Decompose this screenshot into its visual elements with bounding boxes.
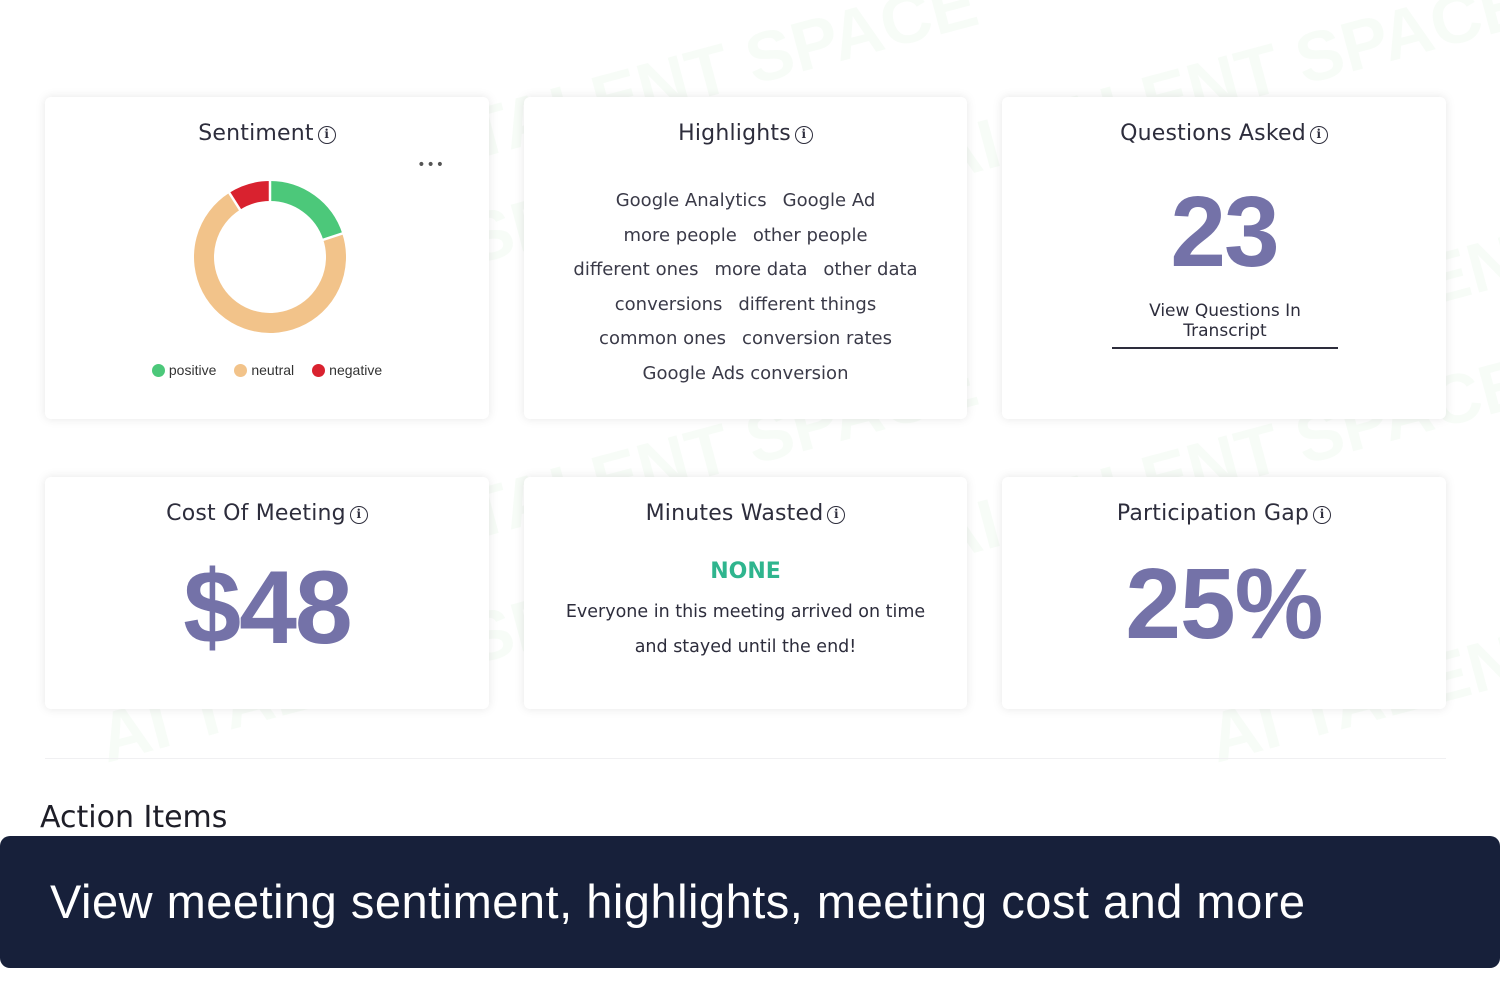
- legend-label: neutral: [251, 362, 295, 378]
- sentiment-title-row: Sentiment i: [45, 121, 489, 146]
- legend-item-neutral[interactable]: neutral: [234, 362, 294, 378]
- participation-title-row: Participation Gap i: [1002, 501, 1446, 526]
- highlight-phrase[interactable]: common ones: [599, 328, 727, 349]
- highlight-phrase[interactable]: Google Ads conversion: [642, 362, 849, 384]
- highlight-phrase[interactable]: more data: [714, 259, 808, 280]
- legend-label: positive: [168, 362, 217, 378]
- donut-slice-neutral[interactable]: [194, 192, 346, 333]
- highlight-phrase[interactable]: conversion rates: [742, 328, 892, 349]
- highlight-row: Google Analytics Google Ad: [524, 184, 967, 219]
- more-horizontal-icon[interactable]: •••: [417, 157, 445, 173]
- banner-text: View meeting sentiment, highlights, meet…: [50, 875, 1306, 928]
- participation-value: 25%: [1125, 548, 1323, 660]
- sentiment-card: Sentiment i ••• positive neutral negative: [45, 97, 489, 419]
- highlight-row: more people other people: [524, 219, 967, 254]
- section-divider: [45, 758, 1446, 759]
- highlight-phrase[interactable]: other people: [752, 224, 868, 246]
- sentiment-donut-chart: [194, 180, 346, 333]
- neutral-dot: [234, 363, 248, 377]
- highlights-title-row: Highlights i: [524, 121, 967, 146]
- highlight-row: common ones conversion rates: [524, 322, 967, 357]
- caption-banner: View meeting sentiment, highlights, meet…: [0, 836, 1500, 968]
- highlight-phrase[interactable]: other data: [823, 259, 918, 280]
- card-title: Questions Asked: [1120, 121, 1306, 146]
- legend-label: negative: [329, 362, 383, 378]
- cost-title-row: Cost Of Meeting i: [45, 501, 489, 526]
- info-icon[interactable]: i: [794, 126, 813, 144]
- info-icon[interactable]: i: [1313, 506, 1332, 524]
- info-icon[interactable]: i: [1309, 126, 1328, 144]
- highlight-row: different ones more data other data: [524, 253, 967, 288]
- info-icon[interactable]: i: [827, 506, 846, 524]
- cost-value: $48: [183, 550, 353, 666]
- donut-slice-positive[interactable]: [269, 181, 343, 241]
- highlight-row: Google Ads conversion: [524, 357, 967, 392]
- card-title: Minutes Wasted: [645, 501, 824, 526]
- questions-count: 23: [1170, 176, 1279, 288]
- card-title: Cost Of Meeting: [166, 501, 346, 526]
- minutes-status: NONE: [710, 559, 781, 584]
- highlight-phrase[interactable]: Google Analytics: [615, 190, 767, 211]
- minutes-title-row: Minutes Wasted i: [524, 501, 967, 526]
- highlight-phrase[interactable]: different ones: [573, 259, 699, 280]
- donut-separator: [227, 191, 242, 212]
- donut-separator: [321, 232, 344, 242]
- participation-card: Participation Gap i 25%: [1002, 477, 1446, 709]
- view-questions-link[interactable]: View Questions In Transcript: [1112, 301, 1338, 349]
- info-icon[interactable]: i: [317, 126, 336, 144]
- questions-card: Questions Asked i 23 View Questions In Tr…: [1002, 97, 1446, 419]
- highlight-phrase[interactable]: conversions: [614, 293, 723, 315]
- card-title: Highlights: [678, 121, 791, 146]
- card-title: Sentiment: [198, 121, 314, 146]
- legend-item-positive[interactable]: positive: [151, 362, 217, 378]
- negative-dot: [312, 363, 326, 377]
- cost-card: Cost Of Meeting i $48: [45, 477, 489, 709]
- info-icon[interactable]: i: [349, 506, 368, 524]
- card-title: Participation Gap: [1116, 501, 1310, 526]
- donut-slice-negative[interactable]: [229, 181, 271, 210]
- highlight-phrase[interactable]: more people: [623, 224, 737, 246]
- highlights-card: Highlights i Google Analytics Google Ad mo…: [524, 97, 967, 419]
- highlight-row: conversions different things: [524, 288, 967, 323]
- minutes-wasted-card: Minutes Wasted i NONE Everyone in this me…: [524, 477, 967, 709]
- highlights-list: Google Analytics Google Ad more people oth…: [524, 184, 967, 391]
- highlight-phrase[interactable]: different things: [738, 293, 877, 315]
- questions-title-row: Questions Asked i: [1002, 121, 1446, 146]
- sentiment-legend: positive neutral negative: [45, 362, 489, 378]
- legend-item-negative[interactable]: negative: [312, 362, 382, 378]
- minutes-message: Everyone in this meeting arrived on time…: [565, 602, 926, 657]
- action-items-heading: Action Items: [40, 800, 228, 835]
- highlight-phrase[interactable]: Google Ad: [782, 190, 876, 211]
- positive-dot: [151, 363, 165, 377]
